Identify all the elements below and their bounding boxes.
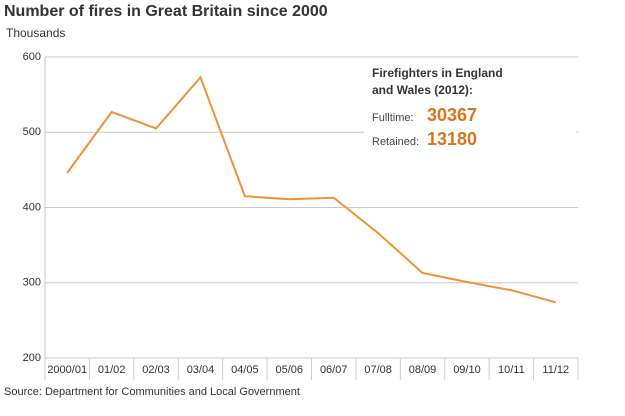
annotation-value: 13180 — [427, 129, 477, 149]
chart-title: Number of fires in Great Britain since 2… — [4, 3, 328, 20]
y-tick-label: 400 — [23, 201, 41, 213]
x-tick-label: 10/11 — [498, 364, 525, 376]
source: Source: Department for Communities and L… — [4, 386, 300, 398]
x-tick-label: 11/12 — [542, 364, 569, 376]
x-tick-label: 2000/01 — [47, 364, 87, 376]
x-tick-label: 09/10 — [453, 364, 481, 376]
annotation-title: Firefighters in England — [372, 66, 503, 80]
y-tick-label: 500 — [23, 126, 41, 138]
x-tick-label: 02/03 — [142, 364, 170, 376]
x-tick-label: 06/07 — [320, 364, 348, 376]
y-tick-label: 200 — [23, 352, 41, 364]
annotation-box — [364, 60, 576, 160]
annotation-label: Fulltime: — [372, 112, 414, 124]
x-tick-label: 07/08 — [364, 364, 392, 376]
x-tick-label: 04/05 — [231, 364, 259, 376]
x-tick-label: 05/06 — [276, 364, 304, 376]
x-tick-label: 08/09 — [409, 364, 437, 376]
y-tick-label: 600 — [23, 51, 41, 63]
data-line — [66, 75, 557, 304]
y-tick-label: 300 — [23, 277, 41, 289]
annotation-value: 30367 — [427, 105, 477, 125]
chart-subtitle: Thousands — [6, 26, 65, 40]
x-tick-label: 01/02 — [98, 364, 126, 376]
annotation-label: Retained: — [372, 136, 419, 148]
annotation-title: and Wales (2012): — [372, 83, 473, 97]
x-tick-label: 03/04 — [187, 364, 215, 376]
